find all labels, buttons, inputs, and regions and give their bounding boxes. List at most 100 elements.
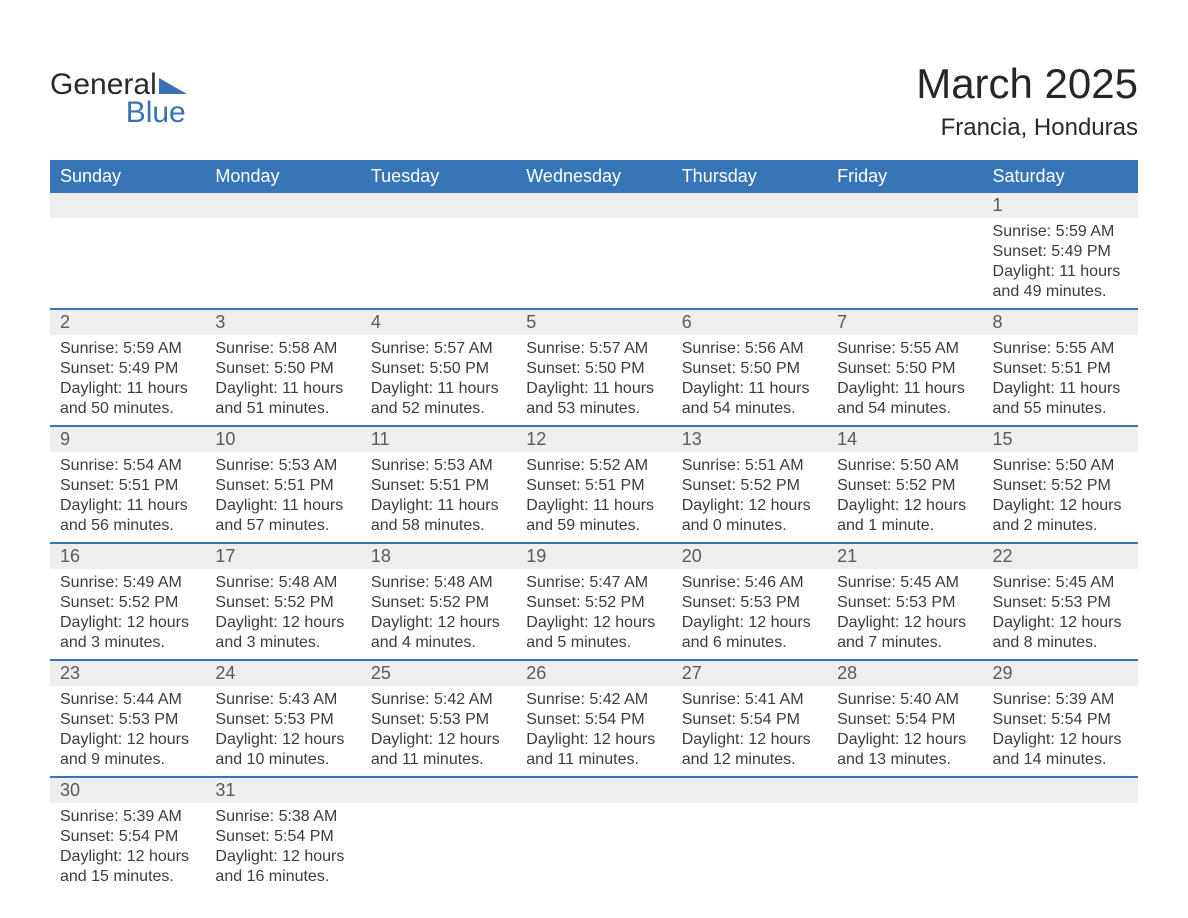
day-detail: Sunrise: 5:39 AMSunset: 5:54 PMDaylight:… [983, 686, 1138, 777]
day-detail: Sunrise: 5:50 AMSunset: 5:52 PMDaylight:… [827, 452, 982, 543]
daynum-row: 3031 [50, 777, 1138, 803]
day-number: 15 [983, 426, 1138, 452]
brand-word-2: Blue [50, 96, 187, 130]
day-detail: Sunrise: 5:49 AMSunset: 5:52 PMDaylight:… [50, 569, 205, 660]
day-number: 21 [827, 543, 982, 569]
detail-row: Sunrise: 5:54 AMSunset: 5:51 PMDaylight:… [50, 452, 1138, 543]
day-detail: Sunrise: 5:42 AMSunset: 5:53 PMDaylight:… [361, 686, 516, 777]
day-number: 10 [205, 426, 360, 452]
day-detail: Sunrise: 5:48 AMSunset: 5:52 PMDaylight:… [361, 569, 516, 660]
day-number [516, 193, 671, 218]
day-detail: Sunrise: 5:45 AMSunset: 5:53 PMDaylight:… [827, 569, 982, 660]
day-number: 14 [827, 426, 982, 452]
day-number [827, 193, 982, 218]
day-detail [827, 803, 982, 893]
day-detail: Sunrise: 5:47 AMSunset: 5:52 PMDaylight:… [516, 569, 671, 660]
day-detail: Sunrise: 5:46 AMSunset: 5:53 PMDaylight:… [672, 569, 827, 660]
day-detail: Sunrise: 5:41 AMSunset: 5:54 PMDaylight:… [672, 686, 827, 777]
daynum-row: 23242526272829 [50, 660, 1138, 686]
day-number [205, 193, 360, 218]
day-detail: Sunrise: 5:58 AMSunset: 5:50 PMDaylight:… [205, 335, 360, 426]
day-detail: Sunrise: 5:56 AMSunset: 5:50 PMDaylight:… [672, 335, 827, 426]
day-detail [361, 803, 516, 893]
day-number: 4 [361, 309, 516, 335]
col-sunday: Sunday [50, 160, 205, 193]
col-tuesday: Tuesday [361, 160, 516, 193]
day-detail [50, 218, 205, 309]
day-number: 12 [516, 426, 671, 452]
day-detail: Sunrise: 5:42 AMSunset: 5:54 PMDaylight:… [516, 686, 671, 777]
day-number [361, 777, 516, 803]
title-block: March 2025 Francia, Honduras [916, 60, 1138, 142]
detail-row: Sunrise: 5:59 AMSunset: 5:49 PMDaylight:… [50, 335, 1138, 426]
day-number: 22 [983, 543, 1138, 569]
day-detail: Sunrise: 5:55 AMSunset: 5:50 PMDaylight:… [827, 335, 982, 426]
page-subtitle: Francia, Honduras [916, 114, 1138, 142]
day-detail: Sunrise: 5:57 AMSunset: 5:50 PMDaylight:… [361, 335, 516, 426]
day-detail: Sunrise: 5:52 AMSunset: 5:51 PMDaylight:… [516, 452, 671, 543]
day-detail: Sunrise: 5:54 AMSunset: 5:51 PMDaylight:… [50, 452, 205, 543]
day-detail: Sunrise: 5:39 AMSunset: 5:54 PMDaylight:… [50, 803, 205, 893]
day-number: 29 [983, 660, 1138, 686]
day-detail: Sunrise: 5:40 AMSunset: 5:54 PMDaylight:… [827, 686, 982, 777]
day-number: 27 [672, 660, 827, 686]
detail-row: Sunrise: 5:44 AMSunset: 5:53 PMDaylight:… [50, 686, 1138, 777]
day-detail: Sunrise: 5:51 AMSunset: 5:52 PMDaylight:… [672, 452, 827, 543]
col-thursday: Thursday [672, 160, 827, 193]
day-detail [983, 803, 1138, 893]
day-number: 25 [361, 660, 516, 686]
detail-row: Sunrise: 5:39 AMSunset: 5:54 PMDaylight:… [50, 803, 1138, 893]
col-wednesday: Wednesday [516, 160, 671, 193]
day-number: 18 [361, 543, 516, 569]
day-detail: Sunrise: 5:55 AMSunset: 5:51 PMDaylight:… [983, 335, 1138, 426]
page-title: March 2025 [916, 60, 1138, 108]
day-number: 28 [827, 660, 982, 686]
day-number [50, 193, 205, 218]
day-detail: Sunrise: 5:50 AMSunset: 5:52 PMDaylight:… [983, 452, 1138, 543]
day-number: 7 [827, 309, 982, 335]
day-number [361, 193, 516, 218]
day-detail: Sunrise: 5:43 AMSunset: 5:53 PMDaylight:… [205, 686, 360, 777]
day-detail: Sunrise: 5:53 AMSunset: 5:51 PMDaylight:… [361, 452, 516, 543]
day-number: 1 [983, 193, 1138, 218]
col-monday: Monday [205, 160, 360, 193]
day-number: 6 [672, 309, 827, 335]
day-detail [205, 218, 360, 309]
day-number: 2 [50, 309, 205, 335]
day-number [983, 777, 1138, 803]
daynum-row: 16171819202122 [50, 543, 1138, 569]
day-number: 26 [516, 660, 671, 686]
day-number: 3 [205, 309, 360, 335]
day-detail: Sunrise: 5:57 AMSunset: 5:50 PMDaylight:… [516, 335, 671, 426]
day-detail [361, 218, 516, 309]
day-number [672, 193, 827, 218]
brand-logo: General Blue [50, 70, 187, 130]
day-number: 9 [50, 426, 205, 452]
day-detail [516, 803, 671, 893]
day-number [672, 777, 827, 803]
day-detail: Sunrise: 5:59 AMSunset: 5:49 PMDaylight:… [983, 218, 1138, 309]
col-saturday: Saturday [983, 160, 1138, 193]
calendar-table: Sunday Monday Tuesday Wednesday Thursday… [50, 160, 1138, 893]
day-detail: Sunrise: 5:38 AMSunset: 5:54 PMDaylight:… [205, 803, 360, 893]
day-number: 13 [672, 426, 827, 452]
day-detail [672, 803, 827, 893]
day-number: 16 [50, 543, 205, 569]
detail-row: Sunrise: 5:49 AMSunset: 5:52 PMDaylight:… [50, 569, 1138, 660]
daynum-row: 9101112131415 [50, 426, 1138, 452]
day-detail: Sunrise: 5:48 AMSunset: 5:52 PMDaylight:… [205, 569, 360, 660]
col-friday: Friday [827, 160, 982, 193]
day-number: 31 [205, 777, 360, 803]
header: General Blue March 2025 Francia, Hondura… [50, 60, 1138, 142]
day-detail [827, 218, 982, 309]
day-number [827, 777, 982, 803]
calendar-header-row: Sunday Monday Tuesday Wednesday Thursday… [50, 160, 1138, 193]
daynum-row: 2345678 [50, 309, 1138, 335]
day-number [516, 777, 671, 803]
day-detail: Sunrise: 5:53 AMSunset: 5:51 PMDaylight:… [205, 452, 360, 543]
day-number: 23 [50, 660, 205, 686]
daynum-row: 1 [50, 193, 1138, 218]
day-number: 11 [361, 426, 516, 452]
day-detail: Sunrise: 5:59 AMSunset: 5:49 PMDaylight:… [50, 335, 205, 426]
detail-row: Sunrise: 5:59 AMSunset: 5:49 PMDaylight:… [50, 218, 1138, 309]
